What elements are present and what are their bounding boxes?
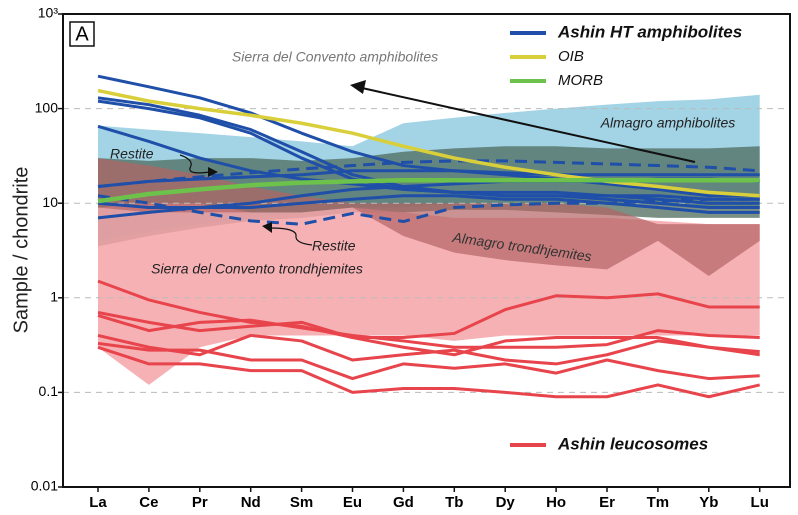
restite-pointer (179, 154, 211, 174)
arrow-head (350, 80, 366, 94)
panel-box (69, 21, 95, 47)
y-tick-label: 1 (50, 289, 58, 305)
plot-frame (62, 13, 791, 488)
series-line (97, 177, 760, 204)
x-tick-label: Tm (647, 494, 670, 511)
series-line (97, 169, 760, 189)
legend-label: MORB (558, 72, 603, 89)
series-line (97, 314, 760, 349)
x-tick-label: Tb (445, 494, 463, 511)
panel-label: A (75, 23, 89, 45)
x-tick-label: Gd (393, 494, 414, 511)
y-tick-label: 100 (35, 99, 59, 115)
x-tick-label: Sm (290, 494, 313, 511)
x-tick-label: Lu (751, 494, 769, 511)
x-tick-label: Nd (241, 494, 261, 511)
x-tick-label: Ho (546, 494, 566, 511)
series-line (97, 279, 760, 340)
x-tick-label: Eu (343, 494, 362, 511)
legend-label: Ashin leucosomes (557, 434, 708, 453)
arrow-head (208, 167, 218, 177)
x-tick-label: Yb (699, 494, 718, 511)
field-label: Almagro amphibolites (600, 115, 736, 131)
x-tick-label: Ce (139, 494, 158, 511)
restite-pointer (269, 227, 313, 246)
series-line (97, 88, 760, 198)
trend-arrow (361, 87, 696, 163)
arrow-head (262, 222, 272, 233)
legend-label: OIB (558, 48, 584, 65)
restite-label: Restite (312, 238, 356, 254)
y-tick-label: 10 (42, 194, 58, 210)
x-tick-label: La (89, 494, 107, 511)
field-area (98, 158, 760, 276)
field-label: Sierra del Convento trondhjemites (151, 261, 363, 277)
x-tick-label: Er (599, 494, 615, 511)
series-line (97, 74, 760, 198)
restite-label: Restite (110, 146, 154, 162)
field-label: Sierra del Convento amphibolites (232, 49, 438, 65)
y-tick-label: 0.01 (31, 478, 58, 494)
y-tick-label: 10³ (38, 5, 59, 21)
series-line (97, 345, 761, 399)
x-tick-label: Pr (192, 494, 208, 511)
x-tick-label: Dy (496, 494, 516, 511)
y-tick-label: 0.1 (39, 383, 59, 399)
restite-line (97, 159, 760, 189)
series-line (97, 124, 760, 205)
y-axis-label: Sample / chondrite (10, 167, 32, 334)
legend-label: Ashin HT amphibolites (557, 22, 742, 41)
series-line (97, 194, 760, 220)
series-line (97, 341, 760, 381)
